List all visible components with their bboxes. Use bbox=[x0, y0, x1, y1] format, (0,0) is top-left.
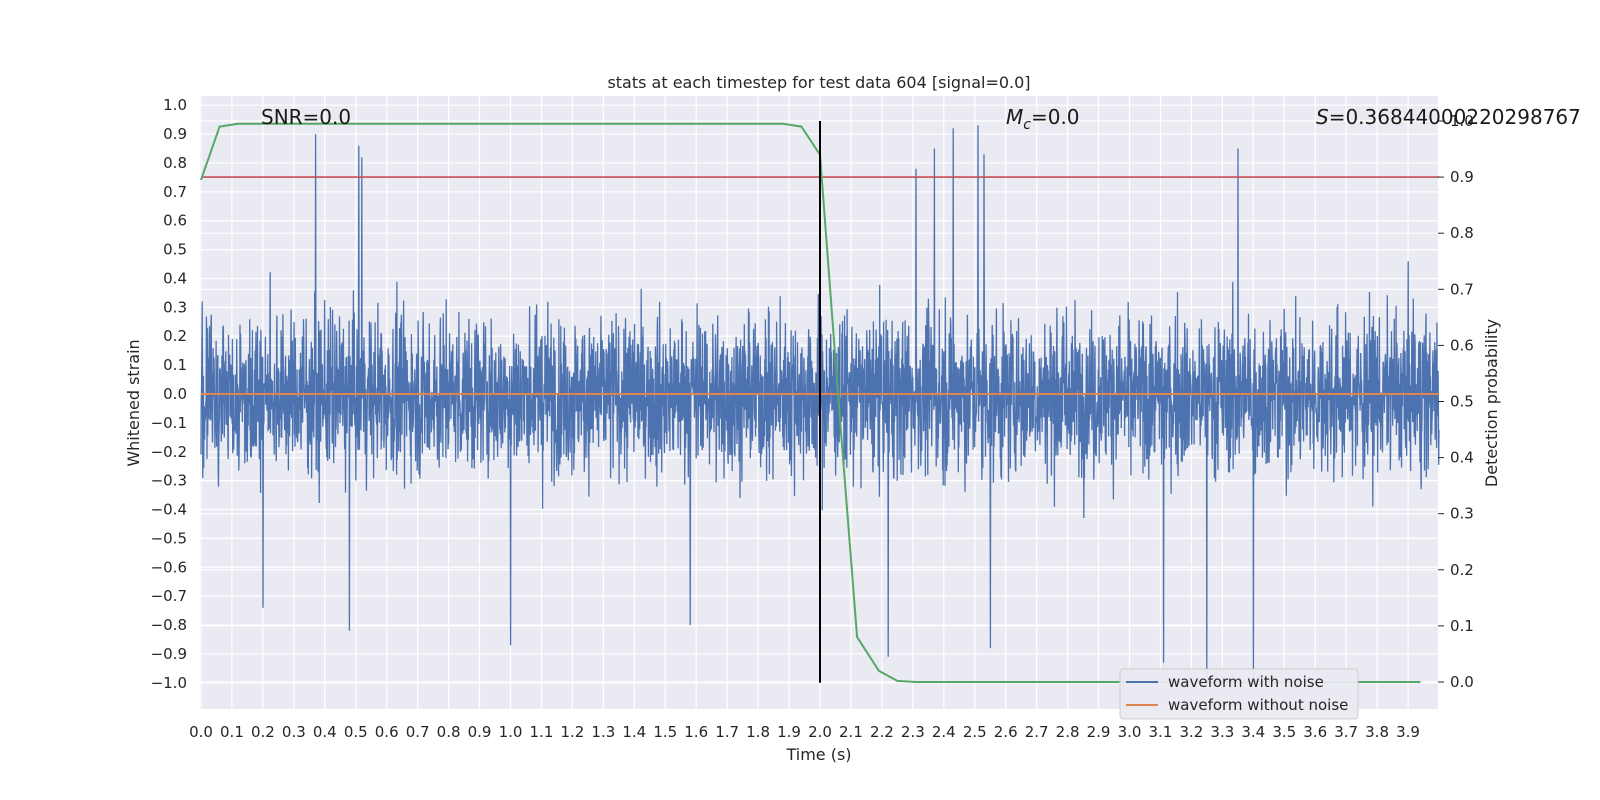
y-tick-label: 0.6 bbox=[163, 212, 187, 230]
y-tick-label: 0.1 bbox=[163, 356, 187, 374]
x-tick-label: 3.5 bbox=[1272, 723, 1296, 741]
y2-tick-label: 0.7 bbox=[1450, 280, 1474, 298]
legend-label-noise: waveform with noise bbox=[1168, 673, 1324, 691]
x-tick-label: 2.2 bbox=[870, 723, 894, 741]
y2-tick-label: 0.9 bbox=[1450, 168, 1474, 186]
x-tick-label: 3.4 bbox=[1241, 723, 1265, 741]
y-tick-label: −0.1 bbox=[151, 414, 187, 432]
x-tick-label: 3.6 bbox=[1303, 723, 1327, 741]
legend: waveform with noise waveform without noi… bbox=[1119, 668, 1359, 720]
y-tick-label: −0.5 bbox=[151, 529, 187, 547]
y-axis-ticks: 1.0 0.9 0.8 0.7 0.6 0.5 0.4 0.3 0.2 0.1 0.0 −0.1 −0.… bbox=[151, 96, 187, 692]
y2-tick-label: 0.0 bbox=[1450, 673, 1474, 691]
y2-tick-label: 0.5 bbox=[1450, 393, 1474, 411]
y-tick-label: 0.0 bbox=[163, 385, 187, 403]
s-annotation: S=0.36844000220298767 bbox=[1316, 105, 1581, 129]
y2-tick-label: 0.6 bbox=[1450, 336, 1474, 354]
y-tick-label: −0.3 bbox=[151, 472, 187, 490]
y-tick-label: −1.0 bbox=[151, 674, 187, 692]
x-tick-label: 3.3 bbox=[1210, 723, 1234, 741]
x-tick-label: 1.0 bbox=[499, 723, 523, 741]
x-tick-label: 3.2 bbox=[1179, 723, 1203, 741]
y-tick-label: 0.8 bbox=[163, 154, 187, 172]
chart-title: stats at each timestep for test data 604… bbox=[607, 73, 1030, 92]
y2-tick-label: 1.0 bbox=[1450, 112, 1474, 130]
x-tick-label: 0.1 bbox=[220, 723, 244, 741]
y2-axis-label: Detection probability bbox=[1482, 319, 1501, 487]
y-tick-label: 0.5 bbox=[163, 241, 187, 259]
x-tick-label: 3.8 bbox=[1365, 723, 1389, 741]
x-tick-label: 2.7 bbox=[1025, 723, 1049, 741]
x-tick-label: 0.7 bbox=[406, 723, 430, 741]
x-tick-label: 1.1 bbox=[530, 723, 554, 741]
x-tick-label: 1.8 bbox=[746, 723, 770, 741]
x-tick-label: 3.9 bbox=[1396, 723, 1420, 741]
x-tick-label: 0.9 bbox=[468, 723, 492, 741]
y2-axis-ticks: 1.0 0.9 0.8 0.7 0.6 0.5 0.4 0.3 0.2 0.1 0.0 bbox=[1438, 112, 1474, 691]
y2-tick-label: 0.3 bbox=[1450, 505, 1474, 523]
x-tick-label: 1.2 bbox=[560, 723, 584, 741]
y-tick-label: 1.0 bbox=[163, 96, 187, 114]
y-tick-label: 0.9 bbox=[163, 125, 187, 143]
legend-label-clean: waveform without noise bbox=[1168, 696, 1348, 714]
y2-tick-label: 0.4 bbox=[1450, 449, 1474, 467]
y-tick-label: 0.7 bbox=[163, 183, 187, 201]
x-tick-label: 0.8 bbox=[437, 723, 461, 741]
snr-annotation: SNR=0.0 bbox=[261, 105, 351, 129]
y-tick-label: 0.3 bbox=[163, 298, 187, 316]
y2-tick-label: 0.1 bbox=[1450, 617, 1474, 635]
x-tick-label: 3.1 bbox=[1149, 723, 1173, 741]
x-tick-label: 0.2 bbox=[251, 723, 275, 741]
y-tick-label: −0.6 bbox=[151, 558, 187, 576]
x-axis-ticks: 0.0 0.1 0.2 0.3 0.4 0.5 0.6 0.7 0.8 0.9 1.0 1.1 1.2 1… bbox=[189, 723, 1420, 741]
x-tick-label: 0.5 bbox=[344, 723, 368, 741]
x-tick-label: 0.3 bbox=[282, 723, 306, 741]
y2-tick-label: 0.8 bbox=[1450, 224, 1474, 242]
y-tick-label: −0.9 bbox=[151, 645, 187, 663]
x-tick-label: 2.5 bbox=[963, 723, 987, 741]
x-tick-label: 1.9 bbox=[777, 723, 801, 741]
x-tick-label: 1.6 bbox=[684, 723, 708, 741]
legend-box bbox=[1119, 668, 1359, 720]
x-tick-label: 0.6 bbox=[375, 723, 399, 741]
y-tick-label: −0.2 bbox=[151, 443, 187, 461]
x-tick-label: 2.8 bbox=[1056, 723, 1080, 741]
x-tick-label: 1.3 bbox=[591, 723, 615, 741]
x-axis-label: Time (s) bbox=[785, 745, 851, 764]
y-tick-label: 0.4 bbox=[163, 269, 187, 287]
x-tick-label: 2.1 bbox=[839, 723, 863, 741]
series-lines bbox=[200, 121, 1439, 683]
y-tick-label: −0.4 bbox=[151, 501, 187, 519]
y-tick-label: 0.2 bbox=[163, 327, 187, 345]
x-tick-label: 2.0 bbox=[808, 723, 832, 741]
y-tick-label: −0.8 bbox=[151, 616, 187, 634]
y2-tick-label: 0.2 bbox=[1450, 561, 1474, 579]
x-tick-label: 0.0 bbox=[189, 723, 213, 741]
x-tick-label: 2.3 bbox=[901, 723, 925, 741]
x-tick-label: 3.7 bbox=[1334, 723, 1358, 741]
x-tick-label: 1.5 bbox=[653, 723, 677, 741]
x-tick-label: 2.9 bbox=[1087, 723, 1111, 741]
mc-annotation: Mc=0.0 bbox=[1006, 105, 1080, 133]
x-tick-label: 2.4 bbox=[932, 723, 956, 741]
x-tick-label: 3.0 bbox=[1118, 723, 1142, 741]
y-axis-label: Whitened strain bbox=[124, 339, 143, 466]
y-tick-label: −0.7 bbox=[151, 587, 187, 605]
x-tick-label: 1.7 bbox=[715, 723, 739, 741]
x-tick-label: 2.6 bbox=[994, 723, 1018, 741]
x-tick-label: 0.4 bbox=[313, 723, 337, 741]
x-tick-label: 1.4 bbox=[622, 723, 646, 741]
